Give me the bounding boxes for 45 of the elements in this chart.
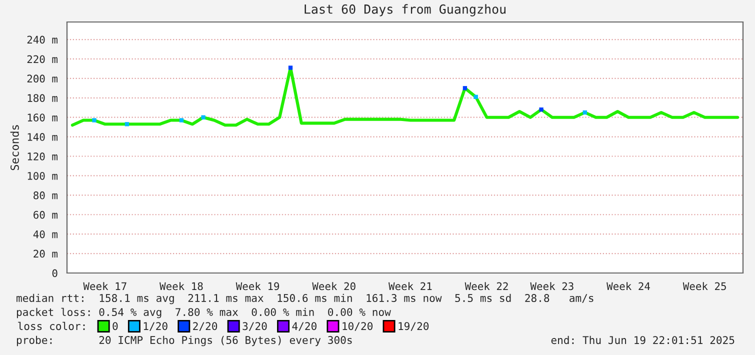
y-axis-title: Seconds (10, 125, 19, 170)
y-tick-label: 200 m (27, 74, 58, 83)
y-tick-label: 100 m (28, 172, 58, 180)
y-tick-label: 160 m (28, 114, 58, 122)
y-tick-label: 0 (52, 269, 58, 278)
chart-title: Last 60 Days from Guangzhou (304, 4, 506, 16)
x-tick-label: Week 24 (606, 282, 650, 290)
point (124, 122, 130, 126)
point (288, 66, 293, 70)
legend-label: 10/20 (342, 322, 373, 331)
text: probe: 20 ICMP Echo Pings (56 Bytes) every 300s (16, 336, 352, 346)
x-tick-label: Week 20 (312, 282, 356, 290)
text: packet loss: 0.54 % avg 7.80 % max 0.00 % min 0.00 % now (16, 308, 391, 318)
legend-label: 2/20 (193, 322, 218, 331)
x-tick-label: Week 21 (388, 282, 432, 290)
x-tick-label: Week 17 (83, 282, 126, 290)
legend-label: 3/20 (242, 322, 267, 331)
text: end: Thu Jun 19 22:01:51 2025 (551, 336, 734, 344)
point (474, 94, 478, 99)
legend-label: 1/20 (144, 322, 168, 331)
y-tick-label: 60 m (34, 210, 58, 219)
y-tick-label: 120 m (28, 152, 58, 160)
legend-title: loss color: (18, 322, 85, 330)
point (201, 115, 206, 120)
y-tick-label: 20 m (34, 250, 58, 258)
legend-label: 19/20 (398, 322, 429, 331)
y-tick-label: 180 m (28, 94, 58, 102)
y-tick-label: 240 m (27, 36, 58, 44)
legend-label: 4/20 (292, 322, 316, 331)
text: median rtt: 158.1 ms avg 211.1 ms max 150.6 ms min 161.3 ms now 5.5 ms sd 28.8 am/s (16, 294, 594, 304)
point (179, 118, 184, 122)
point (539, 107, 544, 112)
x-tick-label: Week 25 (682, 282, 726, 290)
y-tick-label: 140 m (28, 133, 58, 141)
x-tick-label: Week 19 (236, 282, 280, 290)
x-tick-label: Week 22 (464, 282, 508, 290)
y-tick-label: 220 m (27, 55, 58, 64)
x-tick-label: Week 23 (530, 282, 574, 290)
y-tick-label: 80 m (34, 191, 58, 200)
x-tick-label: Week 18 (160, 282, 203, 290)
point (92, 118, 96, 122)
point (582, 110, 587, 115)
y-tick-label: 40 m (33, 230, 58, 238)
legend-label: 0 (112, 322, 118, 330)
point (462, 86, 468, 90)
